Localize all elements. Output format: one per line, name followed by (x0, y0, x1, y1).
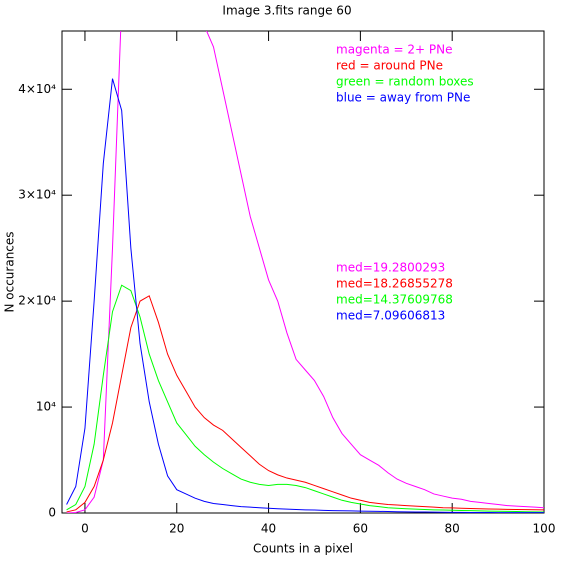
y-tick-label: 2×10⁴ (18, 294, 56, 308)
plot-frame (61, 30, 545, 514)
legend-label: red = around PNe (336, 59, 443, 73)
annotation: med=7.09606813 (336, 309, 445, 323)
annotation: med=14.37609768 (336, 293, 453, 307)
y-tick-label: 0 (48, 506, 56, 520)
data-line (66, 284, 544, 513)
x-tick-label: 60 (353, 522, 368, 536)
annotation: med=19.2800293 (336, 261, 445, 275)
data-line (66, 295, 544, 513)
data-line (66, 31, 544, 513)
x-tick-label: 40 (261, 522, 276, 536)
y-tick-label: 3×10⁴ (18, 188, 56, 202)
data-line (66, 78, 544, 513)
x-tick-label: 100 (533, 522, 556, 536)
y-tick-label: 10⁴ (36, 400, 56, 414)
x-tick-label: 20 (169, 522, 184, 536)
chart-title: Image 3.fits range 60 (222, 4, 351, 18)
legend-label: blue = away from PNe (336, 91, 470, 105)
x-tick-label: 0 (81, 522, 89, 536)
legend-label: magenta = 2+ PNe (336, 43, 453, 57)
legend-label: green = random boxes (336, 75, 474, 89)
y-tick-label: 4×10⁴ (18, 82, 56, 96)
y-axis-label: N occurances (3, 231, 17, 312)
x-axis-label: Counts in a pixel (253, 542, 353, 556)
annotation: med=18.26855278 (336, 277, 453, 291)
x-tick-label: 80 (445, 522, 460, 536)
